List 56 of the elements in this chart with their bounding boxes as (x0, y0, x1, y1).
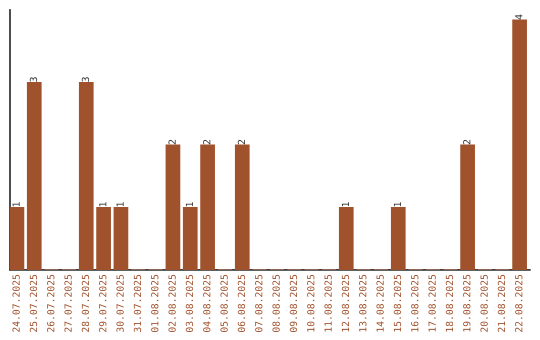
bar (26, 82, 42, 270)
x-tick-label: 14.08.2025 (376, 274, 384, 332)
bar (338, 207, 354, 270)
data-label: 3 (82, 77, 90, 82)
x-tick-label: 10.08.2025 (307, 274, 314, 332)
bar (10, 207, 24, 270)
x-tick-label: 07.08.2025 (255, 274, 262, 332)
x-tick-label: 09.08.2025 (290, 274, 298, 332)
data-label: 1 (12, 202, 20, 206)
data-label: 2 (463, 140, 470, 144)
x-tick-label: 30.07.2025 (116, 274, 124, 332)
x-tick-label: 12.08.2025 (342, 274, 350, 332)
bar (390, 207, 406, 270)
x-tick-label: 17.08.2025 (428, 274, 436, 332)
x-tick-label: 28.07.2025 (82, 274, 90, 332)
x-tick-label: 16.08.2025 (411, 274, 418, 332)
data-label: 1 (99, 202, 106, 206)
data-label: 2 (238, 140, 245, 144)
x-tick-label: 21.08.2025 (498, 274, 506, 332)
x-tick-label: 03.08.2025 (186, 274, 194, 332)
data-label: 1 (342, 202, 349, 206)
x-tick-label: 02.08.2025 (168, 274, 176, 332)
data-label: 4 (515, 14, 522, 20)
bar (96, 207, 111, 270)
x-tick-label: 05.08.2025 (220, 274, 228, 332)
x-tick-label: 01.08.2025 (151, 274, 158, 332)
x-tick-label: 29.07.2025 (99, 274, 106, 332)
bar (114, 207, 128, 270)
bar (182, 207, 198, 270)
x-tick-label: 24.07.2025 (12, 274, 20, 332)
bar (512, 19, 527, 270)
x-tick-label: 11.08.2025 (324, 274, 332, 332)
bar (166, 144, 180, 270)
x-tick-label: 20.08.2025 (480, 274, 488, 332)
x-tick-label: 27.07.2025 (64, 274, 72, 332)
bar (234, 144, 250, 270)
data-label: 1 (116, 202, 124, 206)
data-label: 2 (203, 140, 210, 144)
bar (460, 144, 475, 270)
x-tick-label: 26.07.2025 (47, 274, 54, 332)
bar (78, 82, 94, 270)
data-label: 1 (394, 202, 401, 206)
x-tick-label: 31.07.2025 (134, 274, 142, 332)
x-tick-label: 08.08.2025 (272, 274, 280, 332)
x-tick-label: 18.08.2025 (446, 274, 454, 332)
x-tick-label: 19.08.2025 (463, 274, 470, 332)
data-label: 3 (30, 77, 38, 82)
x-tick-label: 04.08.2025 (203, 274, 210, 332)
data-label: 2 (168, 140, 176, 144)
x-tick-label: 15.08.2025 (394, 274, 402, 332)
x-tick-label: 06.08.2025 (238, 274, 246, 332)
x-tick-label: 25.07.2025 (30, 274, 38, 332)
x-tick-label: 13.08.2025 (359, 274, 366, 332)
data-label: 1 (186, 202, 193, 206)
bar (200, 144, 215, 270)
x-tick-label: 22.08.2025 (515, 274, 522, 332)
